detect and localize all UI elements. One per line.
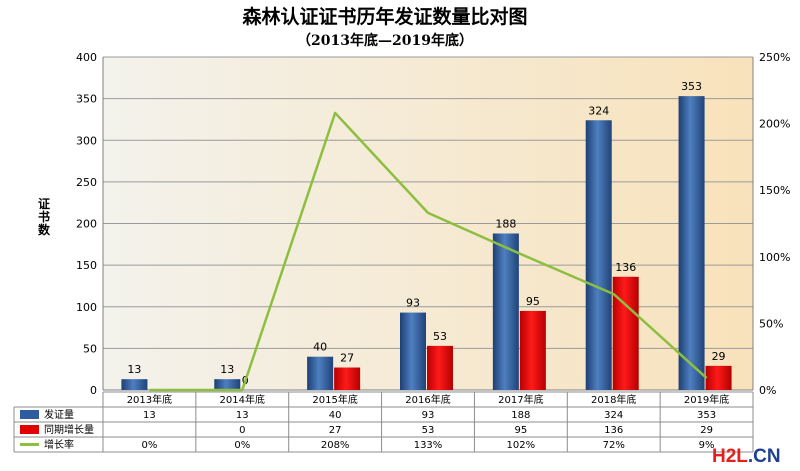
bar-label-issued: 93: [406, 297, 420, 310]
x-tick-label: 2015年底: [312, 393, 357, 406]
x-tick-label: 2017年底: [498, 393, 543, 406]
y-label-char: 数: [38, 222, 51, 237]
y-tick-label: 350: [76, 93, 97, 106]
x-tick-label: 2013年底: [127, 393, 172, 406]
bar-growth: [427, 345, 453, 390]
chart-subtitle: （2013年底—2019年底）: [297, 32, 473, 49]
y2-axis-ticks: 0% 50% 100% 150% 200% 250%: [759, 51, 790, 397]
bar-growth: [519, 310, 546, 390]
table-cell: 40: [329, 410, 342, 421]
legend-swatch: [20, 410, 39, 419]
y-tick-label: 100: [76, 301, 97, 314]
table-cell: 133%: [414, 440, 443, 451]
y-label-char: 证: [38, 197, 50, 211]
legend-label: 发证量: [44, 408, 74, 421]
x-tick-label: 2019年底: [684, 393, 729, 406]
bar-issued: [214, 379, 241, 390]
bar-growth: [705, 365, 732, 390]
y-axis-label: 证书数: [38, 197, 51, 237]
growth-rate-line: [149, 111, 708, 392]
table-cell: 29: [700, 425, 713, 436]
watermark-part1: H2L: [712, 446, 748, 467]
bar-label-growth: 53: [433, 330, 447, 343]
table-cell: 53: [422, 425, 435, 436]
table-cell: 0: [239, 425, 245, 436]
watermark-part2: .CN: [748, 446, 781, 467]
y-tick-label: 300: [76, 134, 97, 147]
legend-label: 同期增长量: [44, 423, 94, 436]
y2-tick-label: 250%: [759, 51, 790, 64]
bar-issued: [585, 120, 612, 391]
bar-label-issued: 188: [495, 217, 516, 230]
y-axis-ticks: 0 50 100 150 200 250 300 350 400: [76, 51, 97, 397]
table-cell: 27: [329, 425, 342, 436]
table-cell: 208%: [321, 440, 350, 451]
y-tick-label: 200: [76, 218, 97, 231]
bars: [121, 96, 732, 391]
y2-tick-label: 100%: [759, 251, 790, 264]
table-cell: 93: [422, 410, 435, 421]
bar-growth: [612, 276, 639, 390]
legend-label: 增长率: [44, 438, 74, 451]
bar-growth: [334, 367, 361, 390]
table-cell: 0%: [141, 440, 157, 451]
bar-label-growth: 136: [615, 261, 636, 274]
bar-issued: [307, 356, 334, 390]
table-cell: 324: [604, 410, 623, 421]
bar-issued: [492, 233, 519, 390]
y-tick-label: 150: [76, 259, 97, 272]
chart-title: 森林认证证书历年发证数量比对图: [242, 5, 527, 28]
bar-label-issued: 13: [127, 363, 141, 376]
table-cell: 102%: [507, 440, 536, 451]
table-cell: 13: [236, 410, 249, 421]
table-cell: 72%: [603, 440, 625, 451]
bar-issued: [400, 312, 426, 390]
y2-tick-label: 0%: [759, 384, 776, 397]
bar-label-growth: 95: [526, 295, 540, 308]
table-cell: 0%: [234, 440, 250, 451]
y-tick-label: 50: [83, 342, 97, 355]
legend-swatch: [20, 425, 39, 434]
bar-label-issued: 40: [313, 341, 327, 354]
table-cell: 188: [511, 410, 530, 421]
x-tick-label: 2018年底: [591, 393, 636, 406]
data-table: 2013年底 2014年底 2015年底 2016年底 2017年底 2018年底 2019…: [13, 391, 754, 453]
table-cell: 13: [143, 410, 156, 421]
y2-tick-label: 50%: [759, 317, 783, 330]
y-tick-label: 250: [76, 176, 97, 189]
watermark: H2L.CN: [712, 446, 781, 467]
table-cell: 136: [604, 425, 623, 436]
bar-issued: [678, 96, 705, 390]
bar-label-growth: 29: [712, 350, 726, 363]
y-tick-label: 400: [76, 51, 97, 64]
bar-label-issued: 353: [681, 80, 702, 93]
y-tick-label: 0: [90, 384, 97, 397]
y2-tick-label: 200%: [759, 118, 790, 131]
table-cell: 95: [514, 425, 527, 436]
bar-label-issued: 324: [588, 104, 609, 117]
bar-label-issued: 13: [220, 363, 234, 376]
x-tick-label: 2014年底: [220, 393, 265, 406]
y-label-char: 书: [38, 209, 50, 224]
table-cell: 353: [697, 410, 716, 421]
bar-label-growth: 27: [340, 352, 354, 365]
table-cell: 9%: [699, 440, 715, 451]
y2-tick-label: 150%: [759, 184, 790, 197]
x-tick-label: 2016年底: [405, 393, 450, 406]
bar-issued: [121, 379, 148, 390]
